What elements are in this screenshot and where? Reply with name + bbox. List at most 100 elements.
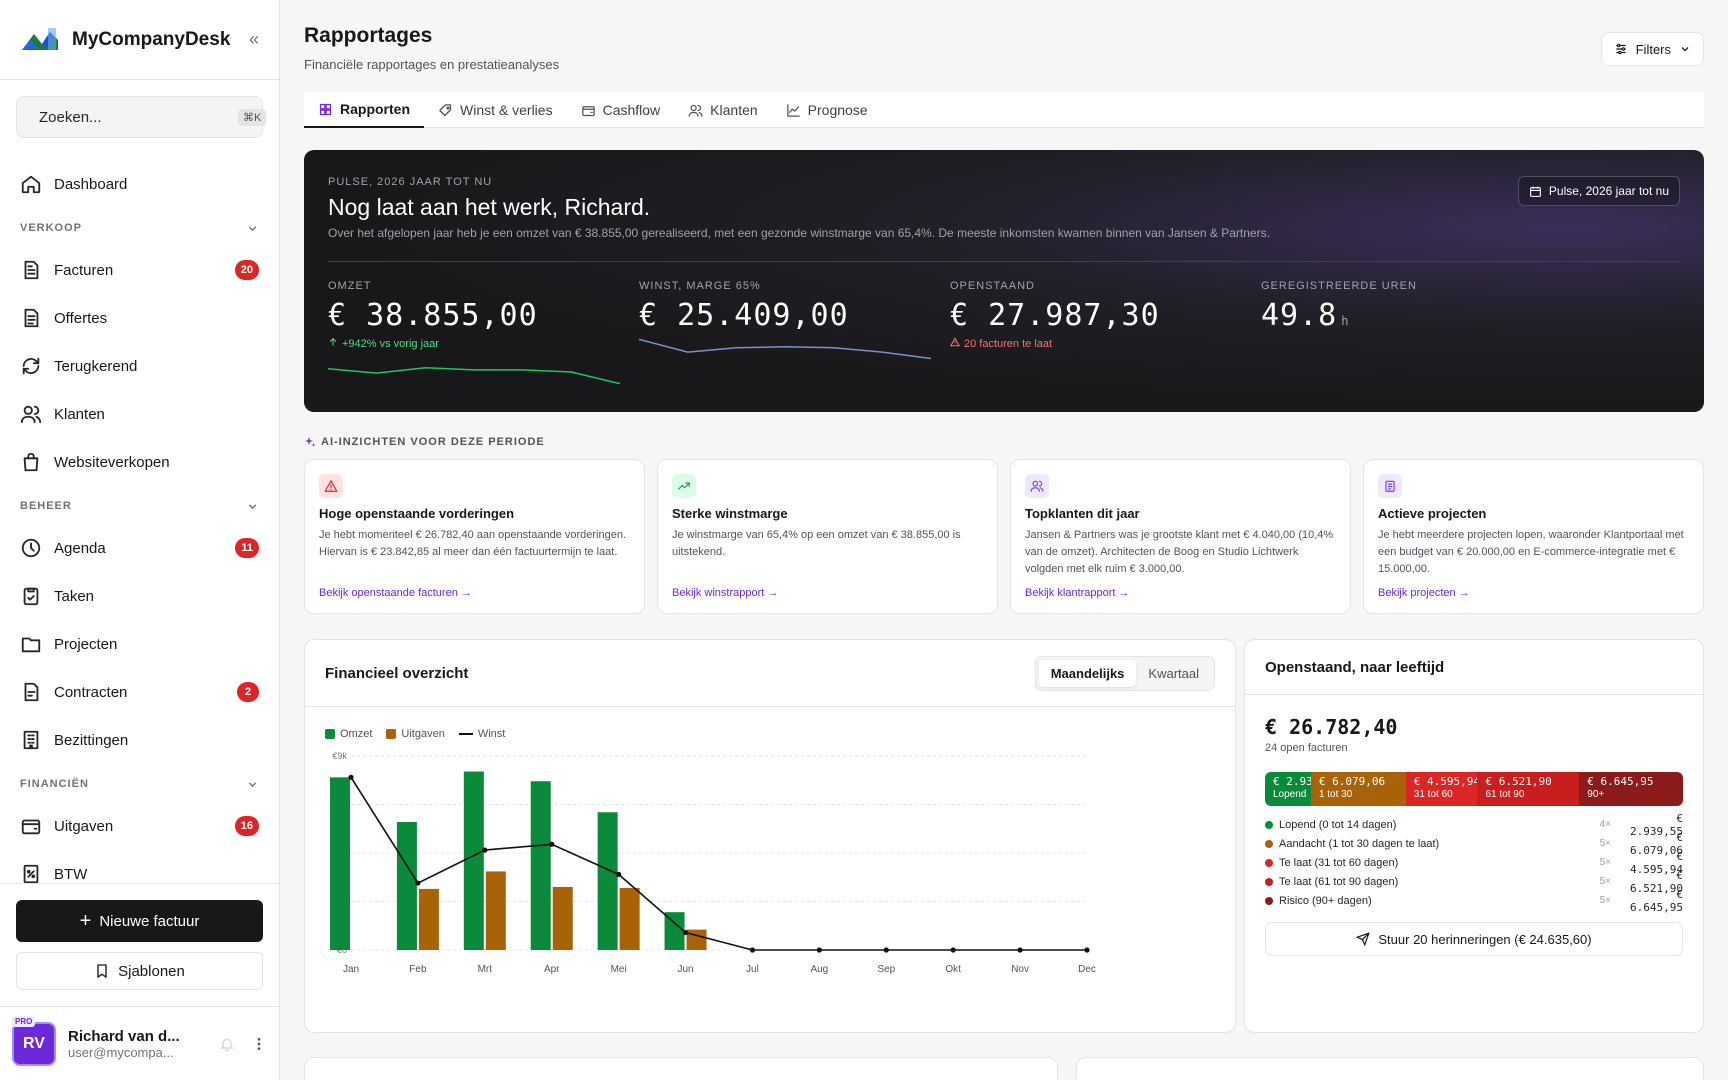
sidebar-item-label: Bezittingen xyxy=(54,731,129,749)
chevron-down-icon xyxy=(248,781,257,787)
search-box[interactable]: ⌘K xyxy=(16,96,267,138)
shopping-bag-icon xyxy=(20,451,42,473)
sidebar-section-header[interactable]: FINANCIËN xyxy=(0,766,279,802)
legend-label: Winst xyxy=(477,728,506,740)
x-tick-label: Jul xyxy=(746,964,759,975)
new-invoice-button[interactable]: + Nieuwe factuur xyxy=(16,900,263,942)
sidebar-item-contracten[interactable]: Contracten 2 xyxy=(0,668,279,716)
user-profile[interactable]: PRO RV Richard van d... user@mycompa... xyxy=(0,1006,279,1080)
tab-klanten[interactable]: Klanten xyxy=(674,92,771,128)
point-winst xyxy=(549,841,555,847)
report-card-stub xyxy=(304,1057,1058,1080)
collapse-sidebar-icon[interactable]: « xyxy=(248,29,259,49)
aging-row: Te laat (31 tot 60 dagen) 5× € 4.595,94 xyxy=(1265,850,1683,876)
tab-cashflow[interactable]: Cashflow xyxy=(567,92,675,128)
toggle-monthly[interactable]: Maandelijks xyxy=(1038,659,1137,687)
plus-icon: + xyxy=(79,909,92,932)
document-icon xyxy=(20,259,42,281)
ai-card-link[interactable]: Bekijk openstaande facturen → xyxy=(319,587,472,599)
sidebar-item-terugkerend[interactable]: Terugkerend xyxy=(0,342,279,390)
avatar[interactable]: PRO RV xyxy=(12,1015,56,1066)
send-reminders-label: Stuur 20 herinneringen (€ 24.635,60) xyxy=(1378,931,1592,947)
aging-segment[interactable]: € 6.079,06 1 tot 30 xyxy=(1310,772,1406,806)
building-icon xyxy=(23,730,39,750)
period-button[interactable]: Pulse, 2026 jaar tot nu xyxy=(1517,176,1680,206)
sidebar-item-bezittingen[interactable]: Bezittingen xyxy=(0,716,279,764)
point-winst xyxy=(1084,947,1090,953)
financial-chart: €0€2k€5k€7k€9kJanFebMrtAprMeiJunJulAugSe… xyxy=(330,751,1096,975)
sidebar-item-label: Offertes xyxy=(54,309,108,327)
kpi-label: WINST, MARGE 65% xyxy=(639,280,761,292)
search-input[interactable] xyxy=(39,108,238,126)
ai-card-title: Sterke winstmarge xyxy=(672,506,788,521)
sidebar-item-btw[interactable]: BTW xyxy=(0,850,279,898)
sidebar-item-projecten[interactable]: Projecten xyxy=(0,620,279,668)
ai-card-icon xyxy=(1378,474,1402,498)
tab-label: Prognose xyxy=(807,102,868,118)
aging-stacked-bar: € 2.939,55Lopend€ 6.079,061 tot 30€ 4.59… xyxy=(1265,772,1683,806)
sidebar-item-agenda[interactable]: Agenda 11 xyxy=(0,524,279,572)
tab-winst-verlies[interactable]: Winst & verlies xyxy=(424,92,567,128)
bell-icon[interactable] xyxy=(219,1036,235,1052)
aging-title: Openstaand, naar leeftijd xyxy=(1245,640,1703,695)
aging-count: 24 open facturen xyxy=(1265,742,1348,754)
bar-uitgaven xyxy=(619,887,640,950)
sidebar-item-websiteverkopen[interactable]: Websiteverkopen xyxy=(0,438,279,486)
tab-rapporten[interactable]: Rapporten xyxy=(304,92,424,128)
ai-card-link[interactable]: Bekijk klantrapport → xyxy=(1025,587,1130,599)
sidebar-section-header[interactable]: VERKOOP xyxy=(0,210,279,246)
ai-card-link[interactable]: Bekijk winstrapport → xyxy=(672,587,779,599)
aging-segment[interactable]: € 2.939,55Lopend xyxy=(1265,772,1311,806)
hero-title: Nog laat aan het werk, Richard. xyxy=(328,194,651,220)
sidebar-item-facturen[interactable]: Facturen 20 xyxy=(0,246,279,294)
sidebar-item-dashboard[interactable]: Dashboard xyxy=(0,160,279,208)
point-winst xyxy=(482,847,488,853)
legend-item: Uitgaven xyxy=(386,728,445,740)
aging-row-amount: € 2.939,55 xyxy=(1630,811,1683,838)
point-winst xyxy=(682,929,689,936)
sidebar-section-header[interactable]: BEHEER xyxy=(0,488,279,524)
tax-icon xyxy=(23,864,39,884)
bar-omzet xyxy=(664,912,685,950)
legend-label: Omzet xyxy=(340,728,373,740)
send-reminders-button[interactable]: Stuur 20 herinneringen (€ 24.635,60) xyxy=(1265,922,1683,956)
kpi-label: OPENSTAAND xyxy=(950,280,1035,292)
ai-card-link[interactable]: Bekijk projecten → xyxy=(1378,587,1470,599)
aging-segment-label: 61 tot 90 xyxy=(1485,789,1525,800)
status-dot xyxy=(1265,858,1273,867)
wallet-icon xyxy=(581,103,596,118)
line-chart-icon xyxy=(786,103,800,117)
ai-heading-text: AI-INZICHTEN VOOR DEZE PERIODE xyxy=(321,436,545,448)
aging-segment[interactable]: € 6.645,95 90+ xyxy=(1579,772,1683,806)
kpi-value-text: € 27.987,30 xyxy=(950,298,1160,333)
aging-segment-value: € 4.595,94 xyxy=(1413,775,1478,788)
aging-segment-label: 1 tot 30 xyxy=(1318,789,1353,800)
ai-card-text: Je hebt momenteel € 26.782,40 aan openst… xyxy=(319,529,627,558)
sidebar-item-klanten[interactable]: Klanten xyxy=(0,390,279,438)
templates-label: Sjablonen xyxy=(118,962,185,980)
kpi-delta: +942% vs vorig jaar xyxy=(328,337,648,350)
aging-total: € 26.782,40 xyxy=(1265,715,1398,739)
sidebar-item-uitgaven[interactable]: Uitgaven 16 xyxy=(0,802,279,850)
home-icon xyxy=(21,175,41,194)
bar-omzet xyxy=(463,771,484,950)
aging-row: Lopend (0 tot 14 dagen) 4× € 2.939,55 xyxy=(1265,812,1683,838)
arrow-up-icon xyxy=(329,337,337,346)
toggle-quarterly[interactable]: Kwartaal xyxy=(1148,665,1199,681)
chevron-down-icon xyxy=(248,503,257,509)
ai-insight-cards: Hoge openstaande vorderingen Je hebt mome… xyxy=(304,459,1704,614)
tab-prognose[interactable]: Prognose xyxy=(772,92,882,128)
sidebar-item-offertes[interactable]: Offertes xyxy=(0,294,279,342)
aging-segment[interactable]: € 6.521,90 61 tot 90 xyxy=(1477,772,1580,806)
report-card-stub xyxy=(1076,1057,1704,1080)
section-title: BEHEER xyxy=(20,500,72,512)
calendar-icon xyxy=(1529,186,1541,197)
sidebar-item-taken[interactable]: Taken xyxy=(0,572,279,620)
receivables-aging-card: Openstaand, naar leeftijd € 26.782,40 24… xyxy=(1244,639,1704,1033)
more-vertical-icon[interactable] xyxy=(251,1036,267,1052)
aging-segment[interactable]: € 4.595,94 31 tot 60 xyxy=(1405,772,1478,806)
legend-swatch xyxy=(458,733,473,735)
clipboard-icon xyxy=(1385,480,1395,492)
filters-button[interactable]: Filters xyxy=(1600,32,1704,66)
templates-button[interactable]: Sjablonen xyxy=(16,952,263,990)
